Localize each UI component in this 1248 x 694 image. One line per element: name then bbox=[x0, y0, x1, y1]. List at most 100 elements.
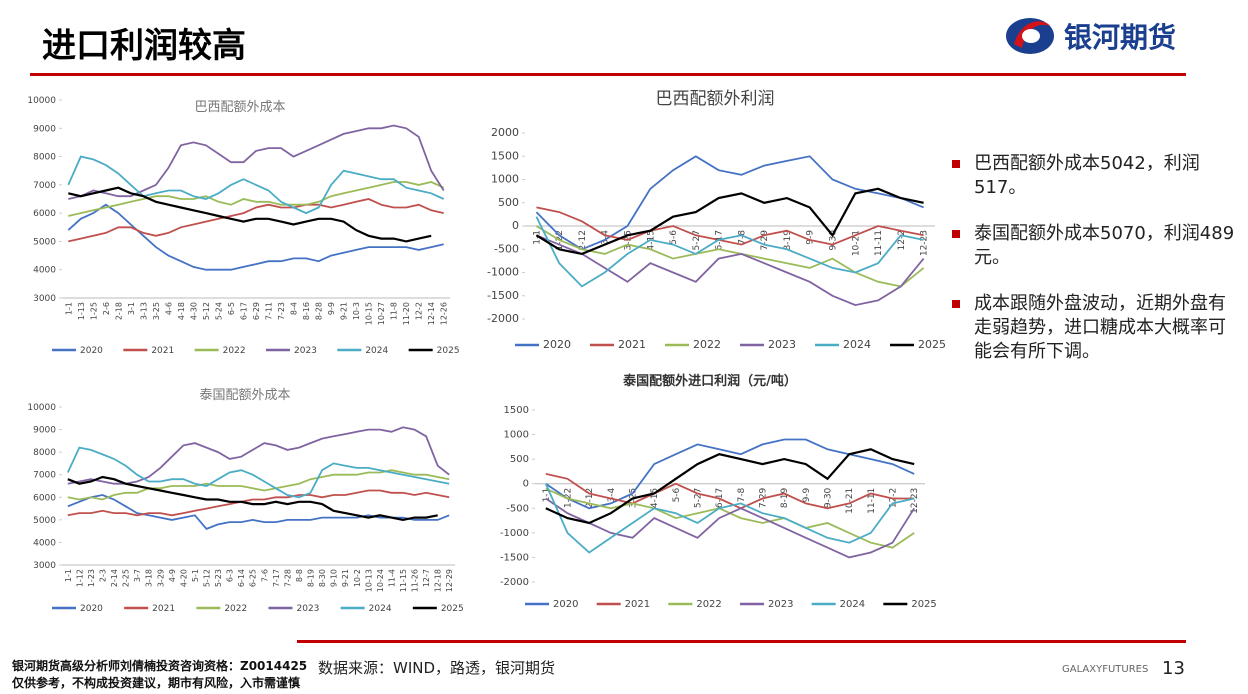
x-tick-label: 7-8 bbox=[737, 487, 747, 502]
y-tick-label: 2000 bbox=[491, 126, 519, 139]
y-tick-label: 1500 bbox=[504, 405, 529, 416]
x-tick-label: 6-14 bbox=[237, 569, 246, 587]
y-tick-label: 9000 bbox=[33, 124, 56, 134]
y-tick-label: 4000 bbox=[33, 538, 56, 548]
legend-label: 2020 bbox=[80, 346, 103, 356]
header-rule bbox=[30, 73, 1186, 76]
y-tick-label: 0 bbox=[523, 479, 529, 490]
x-tick-label: 7-6 bbox=[260, 569, 269, 582]
x-tick-label: 1-23 bbox=[87, 569, 96, 587]
y-tick-label: 500 bbox=[498, 196, 519, 209]
series-line bbox=[67, 426, 450, 485]
legend-label: 2021 bbox=[152, 604, 175, 614]
slide-title: 进口利润较高 bbox=[42, 26, 246, 66]
legend-label: 2021 bbox=[151, 346, 174, 356]
x-tick-label: 5-27 bbox=[692, 230, 702, 250]
chart-title: 泰国配额外成本 bbox=[199, 388, 290, 403]
x-tick-label: 5-12 bbox=[202, 569, 211, 587]
x-tick-label: 4-15 bbox=[650, 488, 660, 508]
x-tick-label: 11-4 bbox=[387, 569, 396, 587]
legend-label: 2022 bbox=[696, 599, 721, 610]
analyst: 银河期货高级分析师刘倩楠投资咨询资格：Z0014425 bbox=[12, 659, 308, 673]
x-tick-label: 7-23 bbox=[277, 302, 286, 320]
x-tick-label: 8-19 bbox=[783, 230, 793, 251]
x-tick-label: 12-23 bbox=[910, 488, 920, 514]
x-tick-label: 1-1 bbox=[542, 488, 552, 503]
series-line bbox=[66, 446, 450, 499]
x-tick-label: 5-6 bbox=[669, 230, 679, 245]
x-tick-label: 1-1 bbox=[64, 302, 73, 315]
x-tick-label: 11-20 bbox=[402, 302, 411, 325]
y-tick-label: -1500 bbox=[487, 289, 519, 302]
x-tick-label: 8-30 bbox=[318, 569, 327, 587]
series-line bbox=[67, 469, 450, 501]
x-tick-label: 10-15 bbox=[365, 302, 374, 325]
x-tick-label: 3-25 bbox=[152, 302, 161, 320]
logo-text: 银河期货 bbox=[1064, 21, 1177, 54]
x-tick-label: 6-29 bbox=[252, 302, 261, 320]
x-tick-label: 2-12 bbox=[578, 230, 588, 250]
series-line bbox=[68, 198, 444, 243]
y-tick-label: 0 bbox=[512, 219, 519, 232]
x-tick-label: 7-29 bbox=[760, 230, 770, 251]
y-tick-label: -2000 bbox=[500, 577, 529, 588]
x-tick-label: 1-12 bbox=[75, 569, 84, 587]
series-line bbox=[535, 216, 924, 288]
x-tick-label: 12-18 bbox=[434, 569, 443, 592]
x-tick-label: 12-14 bbox=[427, 302, 436, 325]
page-number: 13 bbox=[1162, 658, 1185, 679]
x-tick-label: 9-30 bbox=[824, 487, 834, 508]
series-line bbox=[545, 438, 915, 510]
legend-label: 2024 bbox=[840, 599, 865, 610]
x-tick-label: 5-6 bbox=[672, 487, 682, 502]
x-tick-label: 8-28 bbox=[315, 302, 324, 320]
y-tick-label: 1000 bbox=[491, 173, 519, 186]
x-tick-label: 5-1 bbox=[191, 569, 200, 582]
x-tick-label: 9-21 bbox=[340, 302, 349, 320]
x-tick-label: 8-19 bbox=[307, 569, 316, 587]
x-tick-label: 6-25 bbox=[249, 569, 258, 587]
y-tick-label: 5000 bbox=[33, 237, 56, 247]
x-tick-label: 6-17 bbox=[715, 488, 725, 508]
y-tick-label: 1000 bbox=[504, 430, 529, 441]
y-tick-label: -500 bbox=[494, 242, 519, 255]
disclaimer: 仅供参考，不构成投资建议，期市有风险，入市需谨慎 bbox=[12, 676, 301, 690]
legend-label: 2021 bbox=[618, 338, 646, 351]
legend-label: 2025 bbox=[918, 338, 946, 351]
x-tick-label: 2-18 bbox=[114, 302, 123, 320]
x-tick-label: 3-4 bbox=[607, 487, 617, 502]
x-tick-label: 11-15 bbox=[399, 569, 408, 592]
series-line bbox=[67, 203, 444, 271]
x-tick-label: 8-8 bbox=[295, 569, 304, 582]
x-tick-label: 4-6 bbox=[164, 302, 173, 315]
series-line bbox=[68, 186, 432, 243]
x-tick-label: 11-11 bbox=[874, 230, 884, 256]
source: 数据来源：WIND，路透，银河期货 bbox=[318, 659, 556, 677]
y-tick-label: 7000 bbox=[33, 181, 56, 191]
series-line bbox=[536, 234, 925, 307]
series-line bbox=[68, 124, 445, 200]
legend-label: 2025 bbox=[441, 604, 464, 614]
x-tick-label: 6-3 bbox=[226, 569, 235, 582]
x-tick-label: 11-8 bbox=[390, 302, 399, 320]
legend-label: 2022 bbox=[223, 346, 246, 356]
legend-label: 2025 bbox=[911, 599, 936, 610]
x-tick-label: 9-10 bbox=[330, 569, 339, 587]
series-line bbox=[67, 494, 450, 530]
series-line bbox=[545, 497, 915, 559]
series-line bbox=[535, 187, 924, 256]
x-tick-label: 2-25 bbox=[122, 569, 131, 587]
legend-label: 2022 bbox=[693, 338, 721, 351]
y-tick-label: -1000 bbox=[500, 528, 529, 539]
y-tick-label: 8000 bbox=[33, 153, 56, 163]
y-tick-label: -2000 bbox=[487, 312, 519, 325]
x-tick-label: 5-24 bbox=[214, 302, 223, 320]
legend-label: 2024 bbox=[843, 338, 871, 351]
series-line bbox=[545, 473, 915, 510]
series-line bbox=[535, 155, 924, 251]
legend-label: 2024 bbox=[365, 346, 388, 356]
x-tick-label: 6-5 bbox=[227, 302, 236, 315]
x-tick-label: 10-24 bbox=[376, 569, 385, 592]
bullet-list: 巴西配额外成本5042，利润517。 泰国配额外成本5070，利润489元。 成… bbox=[950, 152, 1235, 386]
legend-label: 2021 bbox=[625, 599, 650, 610]
